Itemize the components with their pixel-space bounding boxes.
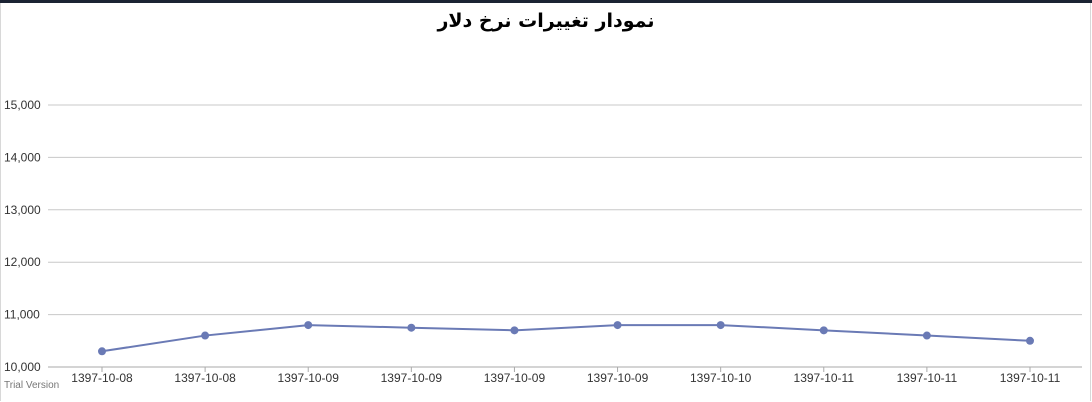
- data-point: [716, 321, 725, 330]
- x-tick-label: 1397-10-09: [381, 371, 443, 385]
- chart-frame: [0, 3, 1091, 401]
- y-tick-label: 11,000: [4, 308, 40, 322]
- data-point: [98, 347, 106, 356]
- data-point: [922, 331, 931, 340]
- data-point: [304, 321, 313, 330]
- x-tick-label: 1397-10-09: [484, 371, 546, 385]
- y-tick-label: 12,000: [4, 255, 41, 269]
- x-tick-label: 1397-10-08: [71, 371, 133, 385]
- x-tick-label: 1397-10-10: [690, 371, 752, 385]
- y-tick-label: 14,000: [4, 150, 41, 164]
- data-point: [510, 326, 519, 335]
- x-tick-label: 1397-10-09: [587, 371, 649, 385]
- data-point: [613, 321, 622, 330]
- data-point: [407, 323, 416, 332]
- x-tick-label: 1397-10-11: [794, 371, 855, 385]
- y-tick-label: 15,000: [4, 98, 41, 112]
- trial-version-watermark: Trial Version: [4, 380, 60, 391]
- x-tick-label: 1397-10-09: [278, 371, 340, 385]
- x-tick-label: 1397-10-08: [174, 371, 236, 385]
- x-tick-label: 1397-10-11: [1000, 371, 1061, 385]
- top-strip: [0, 0, 1092, 3]
- y-tick-label: 10,000: [4, 360, 41, 374]
- data-point: [201, 331, 210, 340]
- series-line: [101, 324, 1031, 353]
- data-point: [819, 326, 828, 335]
- x-tick-label: 1397-10-11: [897, 371, 958, 385]
- data-point: [1026, 336, 1034, 345]
- chart-title: نمودار تغییرات نرخ دلار: [437, 10, 655, 32]
- y-tick-label: 13,000: [4, 203, 41, 217]
